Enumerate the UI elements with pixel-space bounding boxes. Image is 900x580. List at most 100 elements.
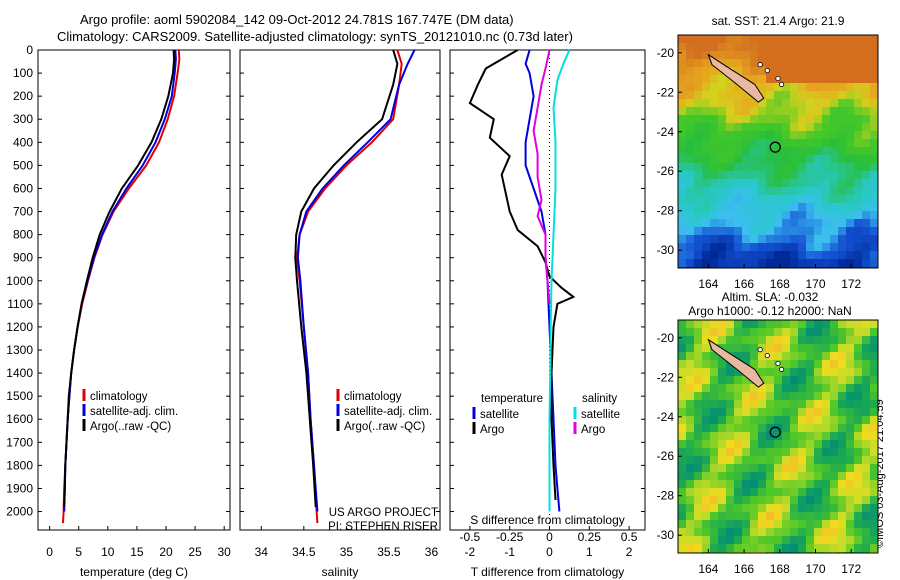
map-cell [814,59,822,67]
map-cell [830,520,838,528]
map-cell [678,408,686,416]
map-cell [814,344,822,352]
map-cell [830,488,838,496]
map-cell [726,171,734,179]
map-cell [734,448,742,456]
map-cell [774,464,782,472]
map-cell [766,544,774,552]
map-cell [854,544,862,552]
map-cell [686,352,694,360]
map-cell [734,352,742,360]
map-cell [734,187,742,195]
map-cell [790,171,798,179]
map-cell [838,243,846,251]
map-cell [838,360,846,368]
map-cell [838,408,846,416]
map-cell [710,35,718,43]
map-cell [726,211,734,219]
map-cell [822,259,830,267]
map-cell [846,211,854,219]
map-cell [766,440,774,448]
map-cell [830,496,838,504]
map-cell [862,456,870,464]
map-cell [798,528,806,536]
map-cell [694,424,702,432]
map-cell [702,432,710,440]
map-cell [862,448,870,456]
map-cell [790,464,798,472]
map-cell [686,211,694,219]
map-cell [718,512,726,520]
map-cell [830,219,838,227]
map-cell [782,123,790,131]
legend-label: Argo(..raw -QC) [344,421,425,433]
map-cell [758,544,766,552]
map-cell [758,368,766,376]
map-cell [814,352,822,360]
map-cell [814,328,822,336]
map-cell [678,448,686,456]
map-cell [694,416,702,424]
argo-float-marker-icon [769,426,781,438]
map-cell [822,99,830,107]
map-cell [678,464,686,472]
map-cell [742,243,750,251]
map-cell [766,67,774,75]
figure-title-line1: Argo profile: aoml 5902084_142 09-Oct-20… [80,12,514,27]
map-cell [830,480,838,488]
map-cell [734,67,742,75]
map-cell [750,75,758,83]
map-cell [790,360,798,368]
map-cell [846,376,854,384]
map-cell [686,544,694,552]
map-cell [774,392,782,400]
map-cell [734,59,742,67]
map-cell [758,211,766,219]
map-cell [710,243,718,251]
map-cell [750,400,758,408]
map-cell [766,328,774,336]
map-cell [750,456,758,464]
islet-icon [775,75,781,82]
map-cell [814,163,822,171]
map-cell [742,456,750,464]
map-cell [790,43,798,51]
map-cell [750,107,758,115]
map-cell [726,259,734,267]
map-cell [870,219,878,227]
map-cell [718,544,726,552]
map-cell [678,251,686,259]
map-cell [822,235,830,243]
map-cell [734,147,742,155]
map-cell [718,496,726,504]
map-cell [846,392,854,400]
map-cell [838,179,846,187]
map-cell [750,43,758,51]
map-cell [862,400,870,408]
map-cell [734,211,742,219]
map-cell [694,528,702,536]
map-cell [758,432,766,440]
map-cell [830,328,838,336]
map-cell [798,43,806,51]
map-cell [822,320,830,328]
map-cell [814,227,822,235]
map-cell [678,43,686,51]
map-cell [766,139,774,147]
map-y-tick-label: -28 [657,204,675,218]
map-cell [814,408,822,416]
map-cell [694,219,702,227]
map-cell [822,171,830,179]
map-cell [806,504,814,512]
map-cell [678,35,686,43]
map-cell [702,328,710,336]
map-cell [830,336,838,344]
map-cell [870,520,878,528]
map-cell [862,336,870,344]
map-cell [726,512,734,520]
map-cell [694,75,702,83]
map-cell [750,99,758,107]
map-cell [734,251,742,259]
map-cell [822,187,830,195]
map-cell [686,424,694,432]
